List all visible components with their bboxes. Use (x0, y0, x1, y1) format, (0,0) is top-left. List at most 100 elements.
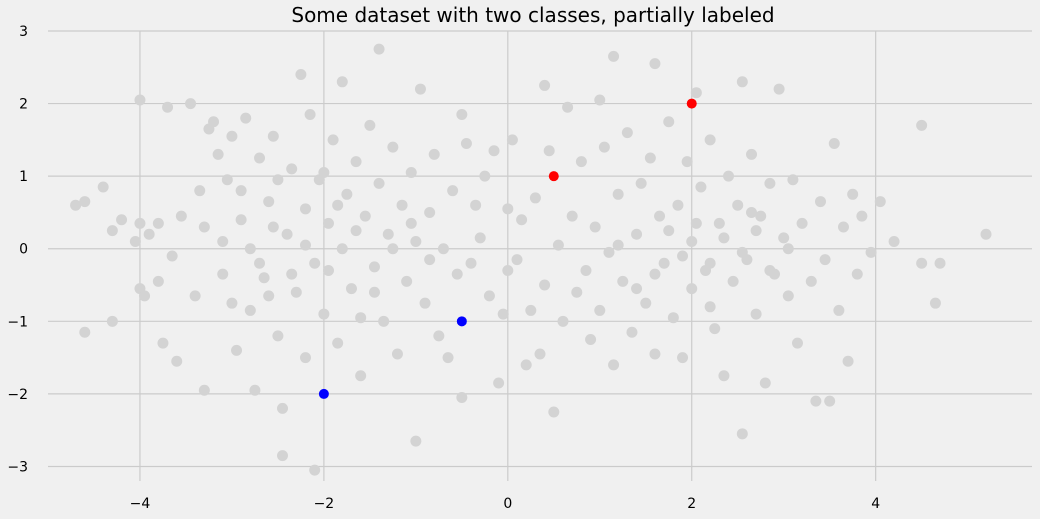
unlabeled-point (773, 83, 785, 95)
unlabeled-point (378, 315, 390, 327)
unlabeled-point (732, 199, 744, 211)
unlabeled-point (493, 377, 505, 389)
unlabeled-point (332, 337, 344, 349)
unlabeled-point (755, 210, 767, 222)
unlabeled-point (373, 177, 385, 189)
unlabeled-point (414, 83, 426, 95)
unlabeled-point (562, 101, 574, 113)
unlabeled-point (465, 257, 477, 269)
unlabeled-point (764, 177, 776, 189)
unlabeled-point (704, 301, 716, 313)
unlabeled-point (70, 199, 82, 211)
unlabeled-point (106, 315, 118, 327)
unlabeled-point (281, 228, 293, 240)
unlabeled-point (470, 199, 482, 211)
unlabeled-point (874, 196, 886, 208)
unlabeled-point (663, 116, 675, 128)
unlabeled-point (644, 152, 656, 164)
unlabeled-point (723, 170, 735, 182)
unlabeled-point (456, 108, 468, 120)
unlabeled-point (410, 235, 422, 247)
y-tick-label: −2 (7, 387, 28, 403)
unlabeled-point (350, 225, 362, 237)
unlabeled-point (810, 395, 822, 407)
unlabeled-point (658, 257, 670, 269)
unlabeled-point (617, 275, 629, 287)
unlabeled-point (778, 232, 790, 244)
unlabeled-point (194, 185, 206, 197)
unlabeled-point (341, 188, 353, 200)
unlabeled-point (677, 352, 689, 364)
unlabeled-point (231, 344, 243, 356)
unlabeled-point (456, 392, 468, 404)
x-tick-label: −4 (130, 496, 151, 512)
unlabeled-point (672, 199, 684, 211)
unlabeled-point (677, 250, 689, 262)
unlabeled-point (709, 323, 721, 335)
unlabeled-point (189, 290, 201, 302)
unlabeled-point (548, 406, 560, 418)
unlabeled-point (608, 50, 620, 62)
unlabeled-point (566, 210, 578, 222)
unlabeled-point (249, 384, 261, 396)
unlabeled-point (217, 268, 229, 280)
unlabeled-point (336, 76, 348, 88)
unlabeled-point (304, 108, 316, 120)
unlabeled-point (750, 225, 762, 237)
unlabeled-point (746, 148, 758, 160)
unlabeled-point (254, 152, 266, 164)
unlabeled-point (171, 355, 183, 367)
unlabeled-point (106, 225, 118, 237)
unlabeled-point (295, 69, 307, 81)
unlabeled-point (272, 330, 284, 342)
unlabeled-point (175, 210, 187, 222)
unlabeled-point (254, 257, 266, 269)
unlabeled-point (447, 185, 459, 197)
unlabeled-point (764, 265, 776, 277)
unlabeled-point (286, 268, 298, 280)
unlabeled-point (626, 326, 638, 338)
unlabeled-point (405, 217, 417, 229)
unlabeled-point (277, 450, 289, 462)
unlabeled-point (428, 148, 440, 160)
unlabeled-point (286, 163, 298, 175)
unlabeled-point (506, 134, 518, 146)
unlabeled-point (704, 257, 716, 269)
unlabeled-point (405, 167, 417, 179)
unlabeled-point (391, 348, 403, 360)
unlabeled-point (667, 312, 679, 324)
x-tick-labels: −4 −2 0 2 4 (130, 496, 881, 512)
unlabeled-point (359, 210, 371, 222)
unlabeled-point (235, 214, 247, 226)
unlabeled-point (460, 138, 472, 149)
unlabeled-point (382, 228, 394, 240)
unlabeled-point (782, 290, 794, 302)
unlabeled-point (580, 265, 592, 277)
unlabeled-point (718, 232, 730, 244)
unlabeled-point (208, 116, 220, 128)
unlabeled-point (571, 286, 583, 298)
unlabeled-point (856, 210, 868, 222)
unlabeled-point (621, 127, 633, 139)
unlabeled-point (134, 217, 146, 229)
unlabeled-point (842, 355, 854, 367)
unlabeled-point (814, 196, 826, 208)
unlabeled-point (437, 243, 449, 255)
unlabeled-point (79, 326, 91, 338)
unlabeled-point (934, 257, 946, 269)
unlabeled-point (318, 167, 330, 179)
unlabeled-point (819, 254, 831, 266)
unlabeled-point (152, 275, 164, 287)
chart-title: Some dataset with two classes, partially… (291, 3, 774, 27)
unlabeled-point (746, 206, 758, 218)
unlabeled-point (585, 333, 597, 345)
unlabeled-point (355, 370, 367, 382)
unlabeled-point (309, 464, 321, 476)
unlabeled-point (419, 297, 431, 309)
unlabeled-point (594, 304, 606, 316)
unlabeled-point (396, 199, 408, 211)
unlabeled-point (244, 243, 256, 255)
unlabeled-point (267, 221, 279, 233)
